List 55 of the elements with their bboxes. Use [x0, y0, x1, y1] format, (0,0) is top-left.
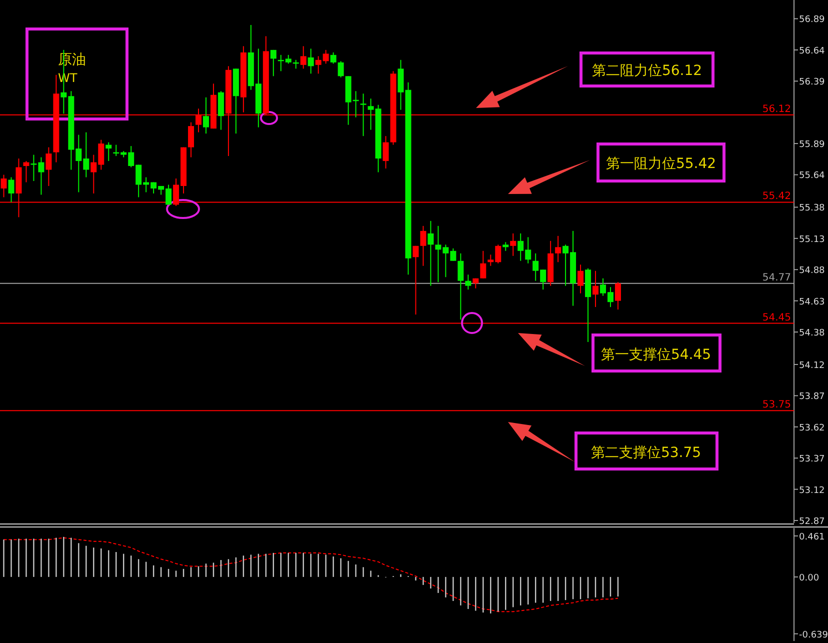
ref-line-label: 56.12: [762, 104, 791, 115]
y-tick-label: 54.12: [799, 360, 825, 371]
y-tick-label: 55.13: [799, 234, 825, 245]
y-tick-label: 0.00: [799, 573, 820, 584]
candlestick: [555, 235, 562, 263]
candlestick: [270, 49, 276, 77]
candlestick: [382, 136, 389, 170]
y-tick-label: 54.88: [799, 266, 826, 276]
candlestick: [300, 46, 306, 70]
y-tick-label: 53.87: [799, 392, 825, 402]
candlestick: [412, 245, 419, 316]
candlestick: [46, 146, 52, 186]
candlestick: [106, 142, 112, 162]
y-tick-label: 53.37: [799, 454, 825, 465]
candlestick: [218, 90, 224, 130]
y-tick-label: 54.63: [799, 297, 825, 308]
candlestick: [578, 264, 584, 294]
y-tick-label: 53.62: [799, 423, 825, 434]
candlestick: [428, 220, 434, 286]
y-tick-label: 55.89: [799, 140, 826, 150]
candlestick: [465, 274, 472, 290]
candlestick: [330, 52, 336, 64]
candlestick: [0, 174, 7, 198]
ref-line-label: 53.75: [762, 400, 791, 411]
annotation: 第二支撑位53.75: [590, 445, 702, 461]
ref-line-label: 54.45: [762, 312, 791, 324]
y-tick-label: 54.38: [799, 328, 826, 339]
candlestick: [420, 225, 426, 266]
annotation: 第一阻力位55.42: [606, 156, 716, 172]
candlestick: [338, 60, 344, 78]
candlestick: [592, 270, 598, 308]
ref-line-label: 55.42: [762, 191, 791, 202]
y-tick-label: 55.64: [799, 171, 826, 182]
y-tick-label: 56.89: [799, 15, 826, 26]
candlestick: [360, 93, 366, 137]
y-tick-label: 52.87: [799, 517, 825, 528]
candlestick: [23, 160, 30, 183]
annotation: 第二阻力位56.12: [592, 63, 702, 79]
y-tick-label: -0.639: [799, 630, 828, 640]
candlestick: [510, 232, 516, 256]
line-series: [3, 537, 618, 612]
candlestick: [480, 250, 486, 279]
annotation: 第一支撑位54.45: [600, 347, 712, 363]
y-tick-label: 56.39: [799, 78, 826, 88]
y-tick-label: 55.38: [799, 204, 826, 214]
y-tick-label: 0.461: [799, 532, 825, 542]
candlestick: [188, 122, 194, 158]
candlestick: [202, 96, 209, 134]
ref-line-label: 54.77: [762, 272, 791, 284]
candlestick: [8, 176, 14, 203]
candlestick: [308, 48, 314, 74]
candlestick: [614, 282, 621, 310]
candlestick: [458, 252, 464, 320]
y-tick-label: 56.64: [799, 46, 826, 56]
y-tick-label: 53.12: [799, 486, 825, 496]
